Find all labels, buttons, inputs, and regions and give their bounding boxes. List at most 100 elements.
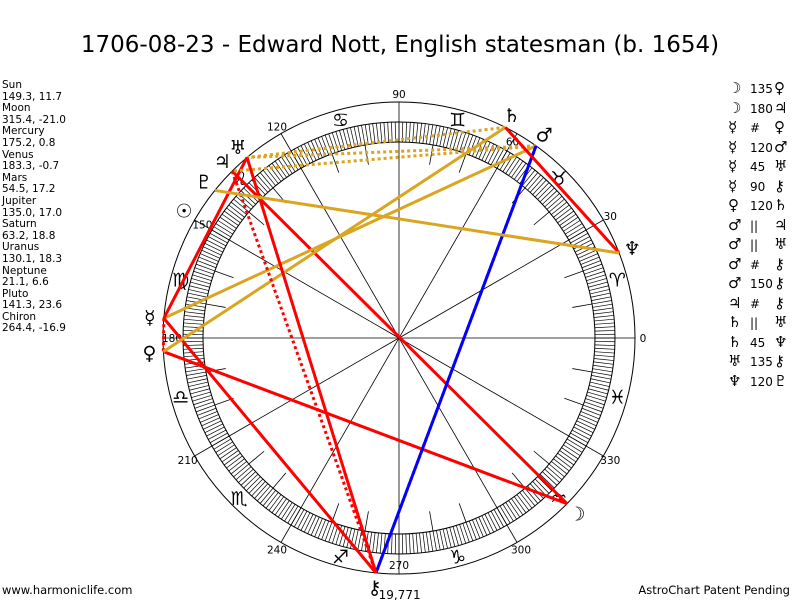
degree-tick [213,226,232,238]
ten-degree-tick [458,503,467,523]
degree-tick [584,267,604,275]
degree-tick [317,519,326,539]
planet-positions-list: Sun 149.3, 11.7 Moon 315.4, -21.0 Mercury 175… [2,79,66,335]
degree-tick [254,177,269,193]
saturn-icon: ♄ [728,332,742,351]
degree-label: 150 [192,220,212,232]
degree-tick [259,172,274,189]
mars-icon: ♂ [728,254,742,273]
aspect-line-neptune-pluto [214,188,620,255]
degree-tick [516,494,530,511]
degree-tick [198,256,218,265]
degree-tick [184,311,205,315]
degree-tick [522,490,536,507]
degree-tick [357,125,362,146]
degree-tick [502,504,514,522]
moon-icon: ☽ [568,504,585,526]
degree-tick [419,532,422,553]
aspect-type: 180 [750,101,773,116]
aspect-line-jupiter-chiron [230,170,378,574]
aspect-line-mars-chiron [374,145,538,574]
mars-icon: ♂ [728,215,742,234]
degree-tick [585,398,605,406]
degree-tick [592,368,613,373]
degree-tick [321,520,330,540]
uranus-icon: ♅ [774,235,788,253]
ten-degree-tick [364,144,369,165]
degree-tick [487,512,498,531]
degree-tick [475,518,484,537]
aspect-row: ♆ 120 ♇ [726,372,800,392]
degree-tick [228,204,245,218]
degree-tick [442,127,448,148]
planet-name: Chiron [2,310,37,323]
degree-tick [419,123,422,144]
degree-tick [446,528,452,548]
aspect-type: # [750,296,761,311]
degree-tick [391,122,393,143]
aspect-line-mercury-uranus [162,156,249,319]
degree-tick [230,201,247,215]
degree-tick [328,523,336,543]
degree-tick [577,249,597,259]
degree-tick [546,196,563,210]
aspect-row: ☿ 45 ♅ [726,157,800,177]
degree-tick [240,471,256,486]
ten-degree-tick [364,511,369,532]
chiron-note: 19,771 [379,588,421,600]
degree-tick [189,385,209,391]
degree-label: 240 [267,544,287,556]
degree-tick [586,394,606,402]
degree-tick [284,504,296,522]
planet-name: Mars [2,171,28,184]
degree-tick [513,163,527,180]
degree-tick [191,391,211,398]
degree-tick [194,401,214,409]
degree-tick [221,450,239,463]
planet-name: Sun [2,79,22,91]
ten-degree-tick [458,153,467,173]
degree-tick [551,461,568,475]
aspect-line-mars-jupiter [231,144,537,173]
mercury-icon: ☿ [728,176,738,195]
degree-tick [335,131,343,151]
degree-tick [274,498,287,516]
aspect-row: ☿ 90 ⚷ [726,177,800,197]
aspect-row: ♄ || ♅ [726,313,800,333]
degree-tick [415,533,419,554]
ten-degree-tick [272,472,287,489]
degree-tick [415,122,419,143]
aspect-type: # [750,257,761,272]
aspect-type: || [750,238,759,252]
chiron-icon: ⚷ [368,577,382,599]
degree-tick [592,303,613,308]
planet-coords: 315.4, -21.0 [2,113,66,126]
planet-coords: 130.1, 18.3 [2,252,63,265]
degree-tick [519,492,533,509]
degree-tick [589,285,609,291]
degree-tick [577,417,597,427]
degree-tick [201,249,221,259]
degree-tick [539,187,555,203]
degree-tick [257,485,271,502]
aspect-row: ♄ 45 ♆ [726,333,800,353]
degree-tick [462,523,470,543]
uranus-icon: ♅ [229,137,246,159]
planet-coords: 141.3, 23.6 [2,299,63,312]
degree-tick [195,404,215,413]
planet-name: Uranus [2,241,40,254]
website-link[interactable]: www.harmoniclife.com [2,583,133,597]
degree-tick [328,133,336,153]
degree-tick [581,260,601,269]
degree-tick [508,158,521,176]
aspect-row: ♃ # ⚷ [726,294,800,314]
planet-coords: 135.0, 17.0 [2,206,63,219]
sun-icon: ☉ [176,200,193,222]
degree-tick [468,520,477,540]
degree-tick [527,174,541,191]
degree-tick [593,307,613,312]
jupiter-icon: ♃ [774,98,788,117]
degree-tick [192,274,212,282]
degree-tick [251,481,266,497]
degree-tick [226,455,243,469]
